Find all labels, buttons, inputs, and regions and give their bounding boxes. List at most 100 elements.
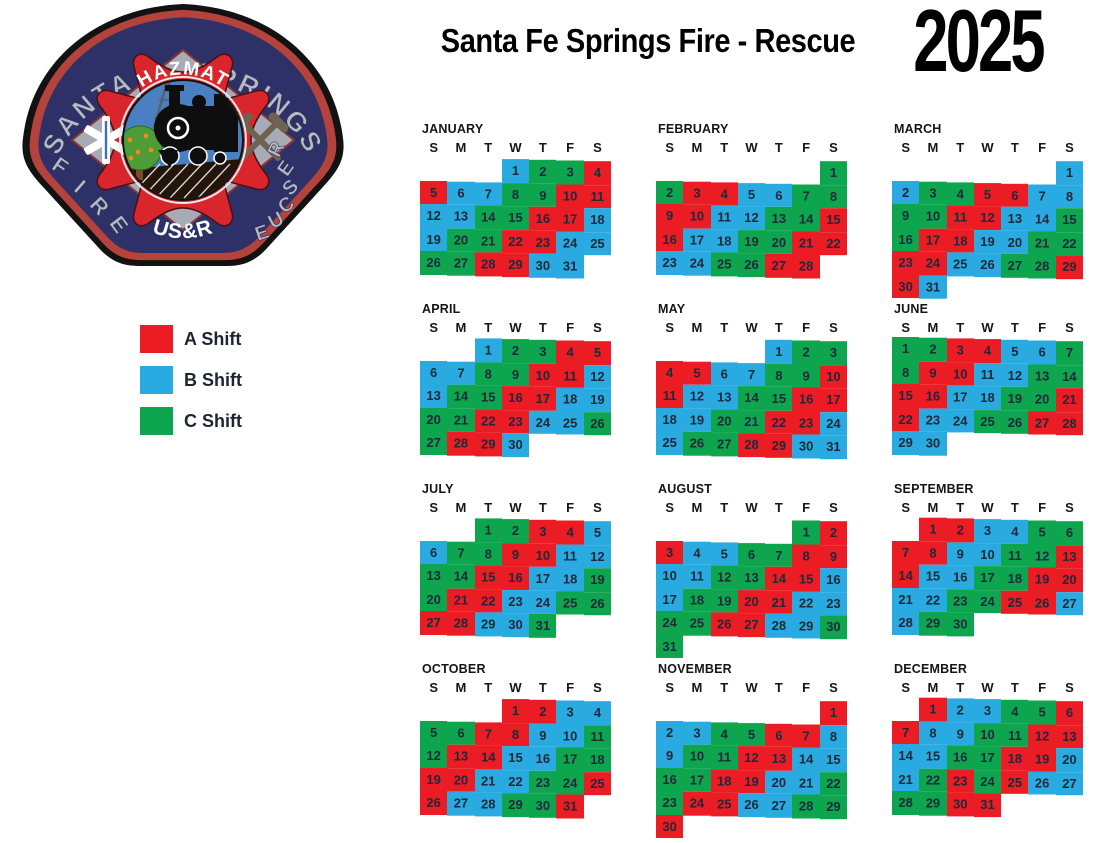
day-cell: 20	[1055, 568, 1084, 592]
day-cell: 15	[819, 748, 848, 772]
day-cell: 31	[656, 634, 684, 658]
day-cell: 22	[819, 231, 848, 256]
day-cell: 22	[919, 588, 947, 612]
month-title: MAY	[658, 302, 686, 316]
weekday-header: W	[509, 320, 522, 335]
day-cell: 14	[447, 384, 475, 409]
day-cell: 7	[1055, 341, 1084, 365]
empty-cell	[447, 337, 474, 361]
page-title: Santa Fe Springs Fire - Rescue	[440, 22, 856, 59]
day-cell: 25	[710, 792, 738, 816]
month-july: JULY S M T W T F S 1 2 3 4 5 6 7 8 9 10 11 12 13 14 15 16 17 18 19…	[420, 482, 614, 638]
day-cell: 20	[420, 587, 448, 611]
day-cell: 27	[1055, 591, 1084, 616]
day-cell: 8	[892, 360, 920, 384]
weekday-header: T	[538, 320, 547, 335]
day-cell: 4	[710, 721, 738, 746]
weekday-header: S	[1065, 140, 1074, 155]
weekday-header: T	[956, 680, 965, 695]
day-cell: 4	[583, 701, 612, 725]
weekday-header: S	[829, 140, 838, 155]
weekday-header: T	[720, 680, 729, 695]
day-cell: 8	[501, 722, 530, 747]
day-cell: 12	[1028, 544, 1056, 568]
weekday-header: T	[1010, 140, 1019, 155]
day-cell: 20	[420, 407, 448, 431]
day-cell: 24	[973, 769, 1002, 794]
day-cell: 31	[819, 435, 848, 459]
day-cell: 7	[737, 362, 766, 387]
day-cell: 14	[737, 386, 766, 410]
day-cell: 29	[819, 795, 848, 819]
empty-cell	[738, 337, 765, 361]
month-title: JULY	[422, 482, 454, 496]
weekday-header: W	[509, 500, 522, 515]
empty-cell	[475, 697, 502, 721]
empty-cell	[792, 157, 819, 181]
day-cell: 30	[892, 274, 920, 298]
day-cell: 14	[765, 566, 793, 591]
weekday-header: M	[927, 140, 939, 155]
day-cell: 1	[919, 697, 947, 722]
weekday-header: W	[981, 500, 994, 515]
day-cell: 19	[1028, 747, 1056, 771]
day-cell: 21	[1055, 388, 1084, 412]
day-cell: 16	[919, 384, 947, 409]
weekday-header: F	[1038, 500, 1047, 515]
month-february: FEBRUARY S M T W T F S 1 2 3 4 5 6 7 8 9 10 11 12 13 14 15 16 17…	[656, 122, 850, 278]
day-cell: 10	[919, 204, 947, 229]
day-cell: 4	[973, 339, 1002, 363]
weekday-header: T	[774, 140, 783, 155]
day-cell: 4	[583, 161, 612, 185]
month-may: MAY S M T W T F S 1 2 3 4 5 6 7 8 9 10 11 12 13 14 15 16 17 18 19 2…	[656, 302, 850, 459]
day-cell: 22	[792, 591, 820, 615]
weekday-header: W	[745, 320, 758, 335]
day-cell: 9	[501, 542, 530, 567]
weekday-header: T	[484, 680, 493, 695]
weekday-header: F	[566, 140, 575, 155]
day-cell: 2	[501, 339, 530, 363]
weekday-header: M	[691, 140, 703, 155]
day-cell: 8	[792, 544, 820, 568]
day-cell: 14	[447, 564, 475, 589]
day-cell: 13	[737, 566, 766, 590]
day-cell: 13	[710, 385, 738, 409]
day-cell: 6	[710, 361, 738, 386]
day-cell: 7	[474, 721, 502, 746]
month-title: APRIL	[422, 302, 461, 316]
day-cell: 10	[529, 543, 557, 567]
month-september: SEPTEMBER S M T W T F S 1 2 3 4 5 6 7 8 9 10 11 12 13 14 15 16 1…	[892, 482, 1086, 636]
weekday-header: S	[901, 320, 910, 335]
day-cell: 3	[556, 700, 584, 724]
day-cell: 14	[792, 207, 820, 231]
day-cell: 2	[946, 698, 974, 722]
day-cell: 21	[792, 231, 820, 255]
day-cell: 29	[792, 614, 820, 638]
day-cell: 14	[1055, 364, 1084, 389]
day-cell: 23	[946, 588, 974, 613]
weekday-header: F	[1038, 680, 1047, 695]
day-cell: 12	[710, 565, 738, 589]
day-cell: 15	[501, 746, 530, 770]
day-cell: 19	[420, 767, 448, 791]
day-cell: 21	[765, 590, 793, 614]
day-cell: 8	[474, 361, 502, 386]
day-cell: 23	[656, 791, 684, 815]
day-cell: 17	[529, 386, 557, 411]
empty-cell	[892, 517, 919, 541]
weekday-header: S	[901, 140, 910, 155]
day-cell: 2	[529, 699, 557, 724]
day-cell: 19	[683, 408, 711, 432]
empty-cell	[683, 517, 710, 541]
empty-cell	[656, 157, 683, 181]
day-cell: 22	[892, 407, 920, 431]
day-cell: 24	[556, 771, 584, 795]
day-cell: 25	[1001, 770, 1029, 794]
day-cell: 13	[1001, 206, 1029, 231]
day-cell: 16	[946, 745, 974, 769]
day-cell: 2	[656, 180, 684, 204]
weekday-header: S	[829, 680, 838, 695]
day-cell: 19	[737, 229, 766, 254]
day-cell: 19	[1001, 386, 1029, 411]
locomotive-icon	[154, 85, 238, 168]
